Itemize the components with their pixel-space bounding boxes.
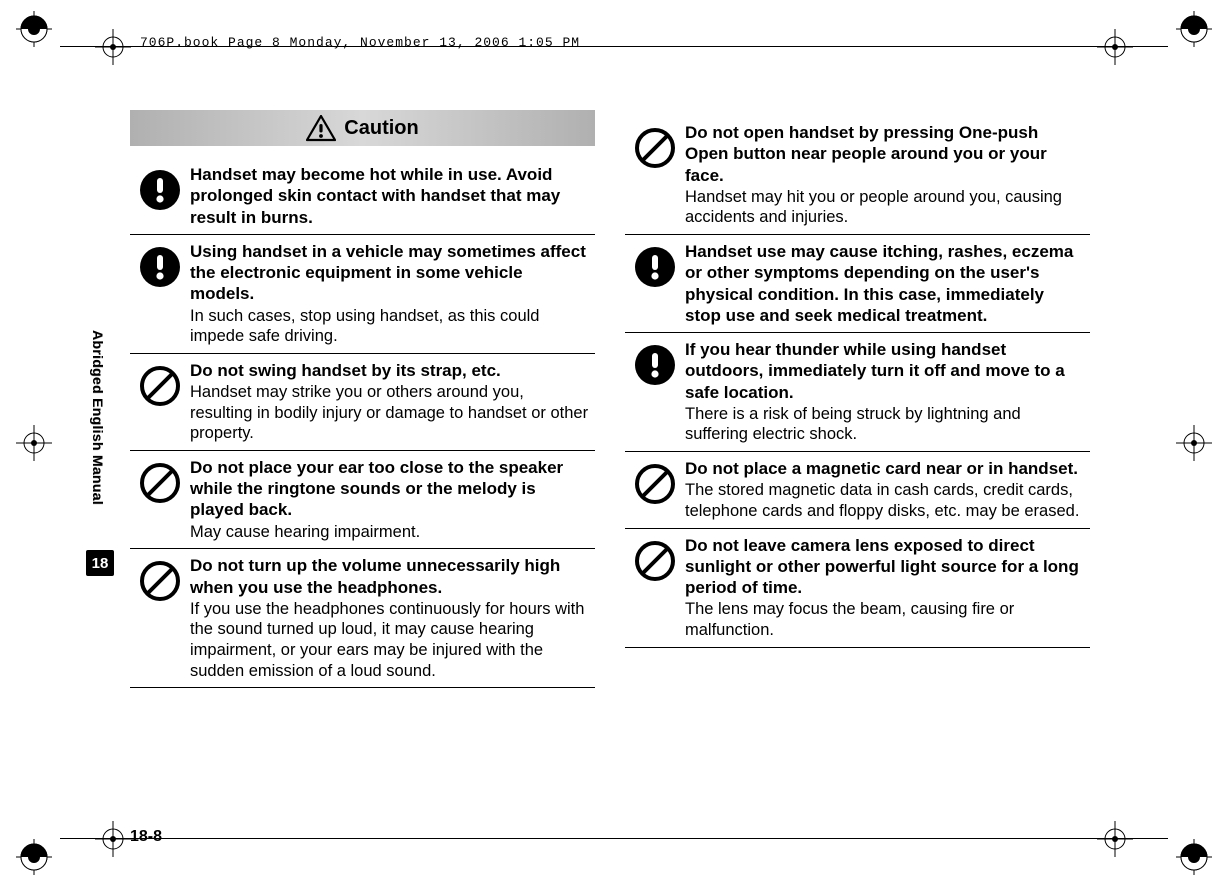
caution-item: Do not place your ear too close to the s… (130, 451, 595, 549)
right-column: Do not open handset by pressing One-push… (625, 110, 1090, 688)
prohibit-icon (625, 535, 685, 641)
registration-mark-icon (16, 839, 52, 875)
caution-triangle-icon (306, 115, 336, 142)
caution-item-body: The stored magnetic data in cash cards, … (685, 480, 1084, 521)
mandatory-icon (130, 164, 190, 228)
caution-item-body: If you use the headphones continuously f… (190, 599, 589, 682)
caution-item-title: Do not open handset by pressing One-push… (685, 122, 1084, 186)
caution-item-title: Handset use may cause itching, rashes, e… (685, 241, 1084, 326)
caution-item-title: Do not turn up the volume unnecessarily … (190, 555, 589, 598)
caution-item: Using handset in a vehicle may sometimes… (130, 235, 595, 354)
crop-mark-icon (16, 425, 52, 461)
registration-mark-icon (1176, 11, 1212, 47)
left-column: Caution Handset may become hot while in … (130, 110, 595, 688)
prohibit-icon (625, 458, 685, 522)
side-section-label: Abridged English Manual (90, 330, 113, 510)
caution-label: Caution (344, 117, 418, 140)
page-number: 18-8 (130, 828, 162, 846)
caution-item-body: Handset may strike you or others around … (190, 382, 589, 444)
chapter-tab: 18 (86, 550, 114, 576)
caution-item-title: Do not swing handset by its strap, etc. (190, 360, 589, 381)
registration-mark-icon (1176, 839, 1212, 875)
caution-item-body: Handset may hit you or people around you… (685, 187, 1084, 228)
registration-mark-icon (16, 11, 52, 47)
caution-item-title: If you hear thunder while using handset … (685, 339, 1084, 403)
caution-item: Do not swing handset by its strap, etc.H… (130, 354, 595, 451)
crop-mark-icon (95, 821, 131, 857)
caution-item: Do not turn up the volume unnecessarily … (130, 549, 595, 687)
mandatory-icon (130, 241, 190, 347)
caution-item-title: Using handset in a vehicle may sometimes… (190, 241, 589, 305)
page-content: Caution Handset may become hot while in … (130, 110, 1100, 790)
crop-mark-icon (1176, 425, 1212, 461)
caution-item-body: In such cases, stop using handset, as th… (190, 306, 589, 347)
caution-header: Caution (130, 110, 595, 146)
crop-mark-icon (1097, 821, 1133, 857)
caution-item-title: Do not place your ear too close to the s… (190, 457, 589, 521)
caution-item: Handset may become hot while in use. Avo… (130, 158, 595, 235)
caution-item: If you hear thunder while using handset … (625, 333, 1090, 452)
crop-mark-icon (1097, 29, 1133, 65)
prohibit-icon (130, 555, 190, 681)
caution-item-body: May cause hearing impairment. (190, 522, 589, 543)
prohibit-icon (625, 122, 685, 228)
caution-item: Do not open handset by pressing One-push… (625, 116, 1090, 235)
crop-mark-icon (95, 29, 131, 65)
caution-item-title: Do not place a magnetic card near or in … (685, 458, 1084, 479)
caution-item-body: There is a risk of being struck by light… (685, 404, 1084, 445)
caution-item: Do not leave camera lens exposed to dire… (625, 529, 1090, 647)
caution-item-title: Do not leave camera lens exposed to dire… (685, 535, 1084, 599)
caution-item-body: The lens may focus the beam, causing fir… (685, 599, 1084, 640)
crop-line (60, 838, 1168, 839)
caution-item: Do not place a magnetic card near or in … (625, 452, 1090, 529)
print-header: 706P.book Page 8 Monday, November 13, 20… (140, 35, 580, 50)
prohibit-icon (130, 457, 190, 542)
mandatory-icon (625, 241, 685, 326)
caution-item: Handset use may cause itching, rashes, e… (625, 235, 1090, 333)
prohibit-icon (130, 360, 190, 444)
caution-item-title: Handset may become hot while in use. Avo… (190, 164, 589, 228)
mandatory-icon (625, 339, 685, 445)
